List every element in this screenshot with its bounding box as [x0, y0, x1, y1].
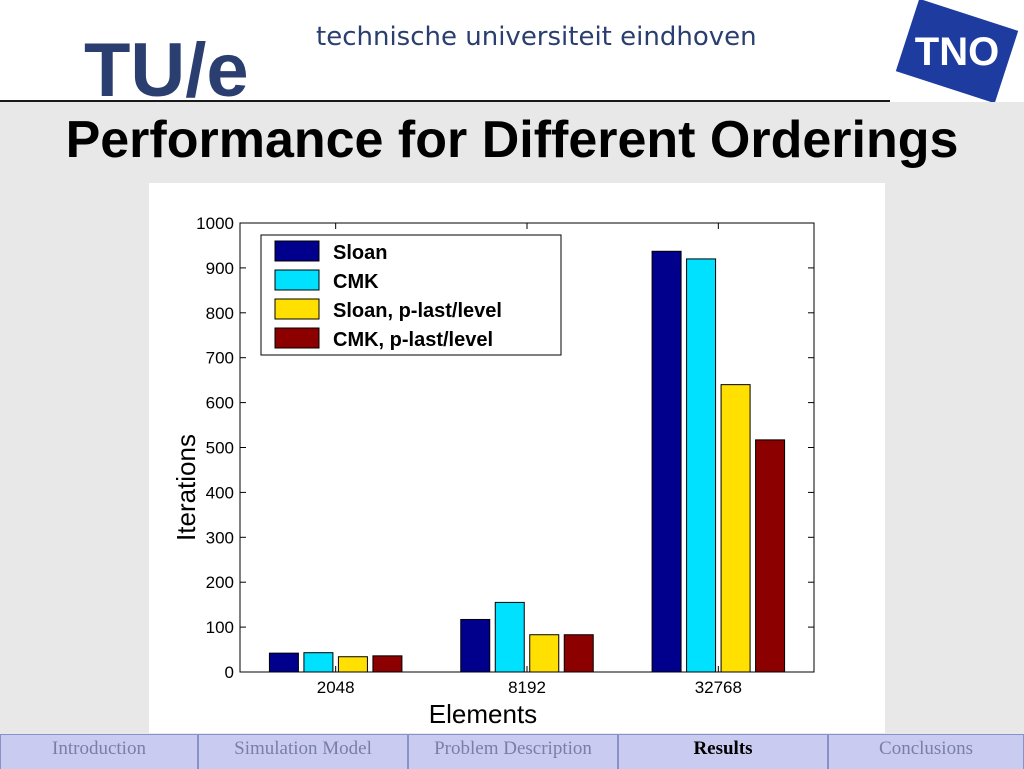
x-tick-label: 2048 [317, 678, 355, 697]
bar-cmk-8192 [494, 601, 525, 673]
y-tick-label: 400 [206, 483, 234, 502]
bars-group [268, 250, 786, 673]
bar-sloan-p-last-level-2048 [337, 656, 368, 673]
x-tick-label: 8192 [508, 678, 546, 697]
nav-tab-simulation-model[interactable]: Simulation Model [198, 735, 408, 769]
tno-logo-text: TNO [915, 30, 999, 74]
chart-panel: 0 100 200 300 400 500 600 700 800 900 1000 2048 819… [149, 183, 885, 733]
y-axis-label: Iterations [171, 434, 201, 541]
tue-logo-text: TU/e [84, 28, 249, 113]
y-tick-label: 800 [206, 304, 234, 323]
bar-cmk-32768 [686, 258, 717, 673]
bar-sloan-32768 [651, 250, 682, 673]
x-tick-label: 32768 [695, 678, 742, 697]
y-tick-label: 300 [206, 528, 234, 547]
legend-entry-label: CMK, p-last/level [333, 329, 493, 351]
tno-logo: TNO [890, 0, 1024, 102]
bar-cmk-p-last-level-8192 [563, 634, 594, 673]
x-axis-label: Elements [429, 699, 537, 729]
tno-logo-square [895, 0, 1019, 102]
x-axis: 2048 8192 32768 [317, 223, 742, 697]
legend-entry-label: CMK [333, 271, 379, 293]
bar-sloan-p-last-level-8192 [529, 634, 560, 673]
legend-entry-label: Sloan, p-last/level [333, 300, 502, 322]
university-name: technische universiteit eindhoven [316, 22, 757, 52]
navigation-bar: Introduction Simulation Model Problem Desc… [0, 734, 1024, 769]
bar-cmk-2048 [303, 652, 334, 673]
bar-sloan-p-last-level-32768 [720, 384, 751, 673]
nav-tab-conclusions[interactable]: Conclusions [828, 735, 1024, 769]
header-divider [0, 100, 890, 102]
slide-title: Performance for Different Orderings [65, 111, 959, 169]
nav-tab-introduction[interactable]: Introduction [0, 735, 198, 769]
bar-sloan-2048 [268, 652, 299, 673]
legend-swatch [274, 240, 320, 262]
legend-swatch [274, 298, 320, 320]
y-tick-label: 1000 [196, 214, 234, 233]
y-tick-label: 600 [206, 394, 234, 413]
legend: Sloan CMK Sloan, p-last/level CMK, p-last/l… [260, 234, 562, 356]
y-tick-label: 0 [225, 663, 234, 682]
bar-cmk-p-last-level-2048 [372, 655, 403, 673]
y-tick-label: 900 [206, 259, 234, 278]
bar-chart: 0 100 200 300 400 500 600 700 800 900 1000 2048 819… [171, 214, 815, 729]
y-axis: 0 100 200 300 400 500 600 700 800 900 1000 [196, 214, 814, 682]
bar-sloan-8192 [460, 618, 491, 673]
legend-entry-label: Sloan [333, 242, 387, 264]
nav-tab-problem-description[interactable]: Problem Description [408, 735, 618, 769]
y-tick-label: 500 [206, 439, 234, 458]
y-tick-label: 100 [206, 618, 234, 637]
y-tick-label: 200 [206, 573, 234, 592]
legend-swatch [274, 269, 320, 291]
slide-header: TU/e technische universiteit eindhoven T… [0, 0, 1024, 113]
nav-tab-results[interactable]: Results [618, 735, 828, 769]
tue-logo: TU/e [84, 28, 249, 113]
legend-swatch [274, 327, 320, 349]
bar-cmk-p-last-level-32768 [755, 439, 786, 673]
y-tick-label: 700 [206, 349, 234, 368]
